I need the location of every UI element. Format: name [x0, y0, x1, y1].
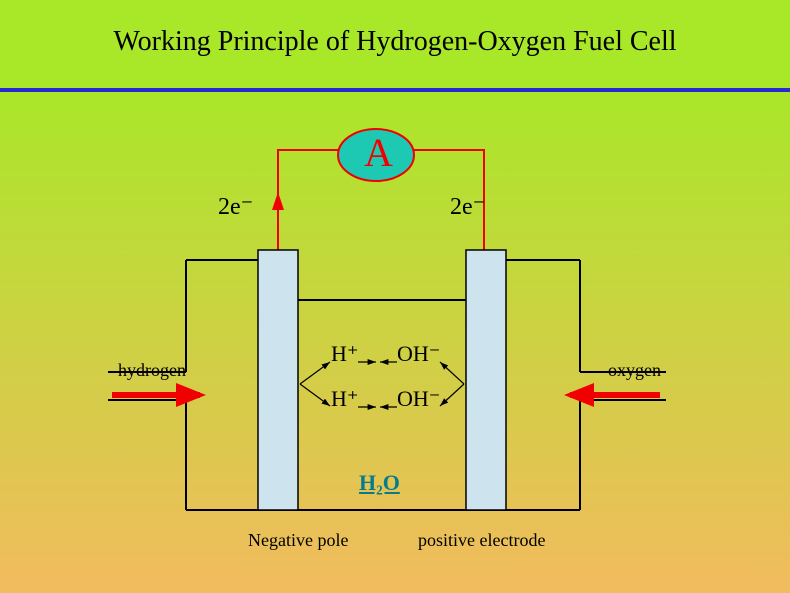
svg-text:H⁺: H⁺: [331, 341, 359, 366]
diagram-canvas: H⁺ OH⁻ H⁺ OH⁻: [0, 0, 790, 593]
negative-pole-label: Negative pole: [248, 530, 348, 551]
water-label: H₂O: [359, 470, 400, 496]
positive-pole-label: positive electrode: [418, 530, 545, 551]
svg-text:OH⁻: OH⁻: [397, 386, 440, 411]
diagram-title: Working Principle of Hydrogen-Oxygen Fue…: [0, 26, 790, 58]
hydrogen-label: hydrogen: [118, 360, 186, 381]
electron-label-right: 2e⁻: [450, 192, 485, 221]
oxygen-label: oxygen: [608, 360, 661, 381]
svg-text:H⁺: H⁺: [331, 386, 359, 411]
ammeter-label: A: [364, 129, 393, 176]
svg-text:OH⁻: OH⁻: [397, 341, 440, 366]
electron-label-left: 2e⁻: [218, 192, 253, 221]
